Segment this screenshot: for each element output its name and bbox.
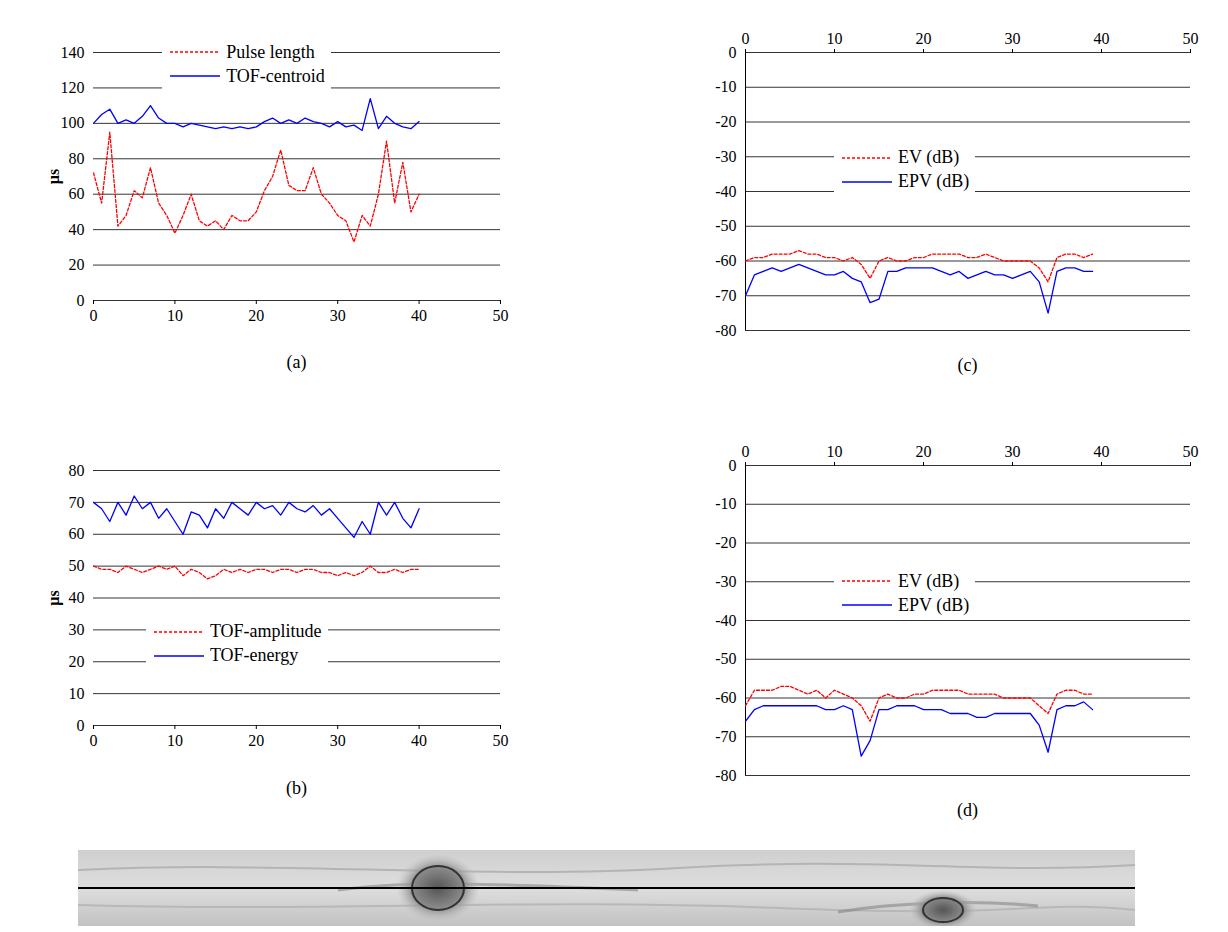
svg-text:40: 40 (411, 732, 427, 749)
svg-text:-80: -80 (715, 767, 736, 784)
svg-text:60: 60 (69, 525, 85, 542)
svg-text:20: 20 (248, 732, 264, 749)
svg-text:30: 30 (69, 621, 85, 638)
svg-text:50: 50 (1183, 443, 1199, 460)
svg-text:60: 60 (69, 185, 85, 202)
svg-text:0: 0 (729, 457, 737, 474)
svg-text:20: 20 (69, 653, 85, 670)
svg-text:50: 50 (493, 307, 509, 324)
svg-text:-30: -30 (715, 573, 736, 590)
svg-text:10: 10 (167, 307, 183, 324)
svg-text:-50: -50 (715, 650, 736, 667)
svg-text:-60: -60 (715, 689, 736, 706)
svg-text:20: 20 (69, 256, 85, 273)
svg-text:-20: -20 (715, 113, 736, 130)
svg-text:10: 10 (827, 443, 843, 460)
html-text:Pulse length: Pulse length (226, 41, 315, 62)
svg-text:80: 80 (69, 150, 85, 167)
svg-text:-80: -80 (715, 322, 736, 339)
svg-text:µs: µs (45, 590, 63, 605)
svg-text:20: 20 (248, 307, 264, 324)
html-text:TOF-centroid: TOF-centroid (226, 65, 325, 86)
html-text:TOF-energy: TOF-energy (209, 645, 299, 666)
html-text:(c): (c) (957, 355, 978, 375)
svg-text:10: 10 (69, 685, 85, 702)
svg-text:40: 40 (1094, 30, 1110, 47)
svg-text:80: 80 (69, 462, 85, 479)
svg-text:30: 30 (330, 732, 346, 749)
svg-text:0: 0 (90, 307, 98, 324)
svg-text:-70: -70 (715, 287, 736, 304)
svg-text:-50: -50 (715, 217, 736, 234)
svg-text:40: 40 (69, 221, 85, 238)
svg-text:-20: -20 (715, 534, 736, 551)
svg-text:40: 40 (411, 307, 427, 324)
svg-text:20: 20 (916, 443, 932, 460)
html-text:(b): (b) (286, 778, 307, 798)
svg-text:40: 40 (69, 589, 85, 606)
svg-text:140: 140 (61, 44, 85, 61)
svg-text:50: 50 (1183, 30, 1199, 47)
svg-text:10: 10 (827, 30, 843, 47)
svg-text:-40: -40 (715, 183, 736, 200)
html-text:TOF-amplitude: TOF-amplitude (209, 621, 322, 642)
svg-text:-40: -40 (715, 612, 736, 629)
svg-text:30: 30 (1005, 443, 1021, 460)
svg-text:70: 70 (69, 493, 85, 510)
html-text:EV (dB): EV (dB) (898, 147, 960, 168)
svg-text:µs: µs (45, 169, 63, 184)
svg-text:20: 20 (916, 30, 932, 47)
svg-text:120: 120 (61, 79, 85, 96)
svg-text:-60: -60 (715, 252, 736, 269)
svg-text:30: 30 (330, 307, 346, 324)
svg-text:0: 0 (729, 44, 737, 61)
html-text:EPV (dB): EPV (dB) (898, 171, 970, 192)
svg-text:10: 10 (167, 732, 183, 749)
svg-text:-70: -70 (715, 728, 736, 745)
html-text:EV (dB): EV (dB) (898, 570, 960, 591)
svg-text:-10: -10 (715, 495, 736, 512)
svg-text:0: 0 (742, 443, 750, 460)
svg-text:50: 50 (493, 732, 509, 749)
svg-text:-30: -30 (715, 148, 736, 165)
svg-text:0: 0 (90, 732, 98, 749)
svg-text:0: 0 (77, 292, 85, 309)
svg-text:0: 0 (742, 30, 750, 47)
svg-text:40: 40 (1094, 443, 1110, 460)
svg-text:0: 0 (77, 717, 85, 734)
html-text:EPV (dB): EPV (dB) (898, 594, 970, 615)
html-text:(a): (a) (286, 352, 307, 372)
svg-text:30: 30 (1005, 30, 1021, 47)
svg-text:100: 100 (61, 114, 85, 131)
html-text:(d): (d) (957, 800, 978, 820)
svg-text:-10: -10 (715, 78, 736, 95)
svg-text:50: 50 (69, 557, 85, 574)
